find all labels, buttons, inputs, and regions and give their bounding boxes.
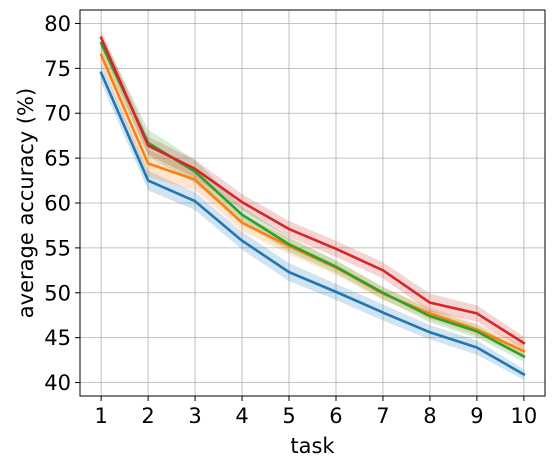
y-tick-label: 70: [44, 102, 71, 126]
x-tick-label: 1: [94, 404, 107, 428]
series-lines: [99, 36, 526, 377]
y-tick-label: 55: [44, 236, 71, 260]
y-tick-label: 65: [44, 147, 71, 171]
x-tick-label: 5: [282, 404, 295, 428]
y-tick-label: 45: [44, 326, 71, 350]
y-tick-label: 60: [44, 192, 71, 216]
series-1-band: [101, 62, 524, 380]
x-axis-label: task: [290, 434, 335, 458]
x-tick-label: 2: [141, 404, 154, 428]
x-tick-label: 4: [235, 404, 248, 428]
x-tick-label: 9: [470, 404, 483, 428]
x-tick-label: 8: [423, 404, 436, 428]
series-3-band: [101, 34, 524, 362]
series-1-line: [99, 71, 526, 377]
y-tick-label: 50: [44, 281, 71, 305]
x-tick-label: 10: [510, 404, 537, 428]
x-tick-label: 6: [329, 404, 342, 428]
y-tick-label: 40: [44, 371, 71, 395]
y-axis-label: average accuracy (%): [14, 88, 38, 318]
series-2-band: [101, 45, 524, 358]
x-tick-label: 7: [376, 404, 389, 428]
x-tick-label: 3: [188, 404, 201, 428]
y-tick-label: 75: [44, 57, 71, 81]
series-4-line: [99, 36, 526, 345]
gridlines: [80, 10, 545, 396]
y-tick-label: 80: [44, 12, 71, 36]
